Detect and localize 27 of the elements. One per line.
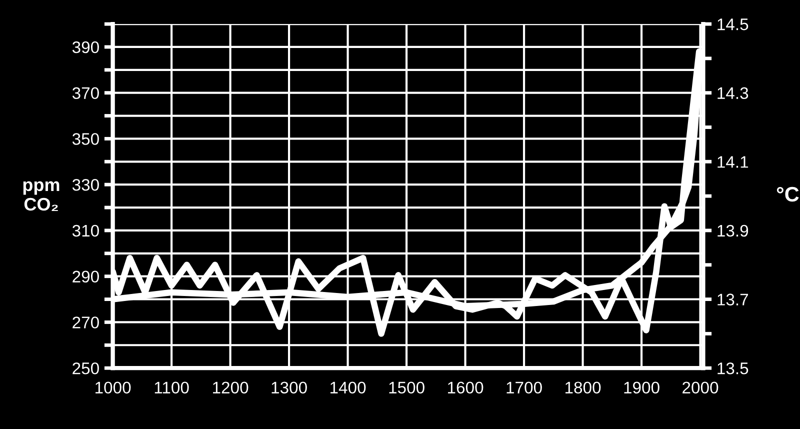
x-tick-label: 1100 [154,382,189,394]
y-tick-label: 350 [72,133,99,145]
x-tick-label: 1300 [272,382,307,394]
y-tick-label: 310 [72,224,99,237]
y-tick-label: 370 [72,87,99,100]
y-tick-label: 270 [72,316,99,328]
y2-tick-label: 13.9 [718,224,748,237]
y-tick-label: 330 [72,178,99,191]
y-tick-label: 290 [72,270,99,283]
y-tick-label: 250 [72,362,99,374]
x-tick-label: 1800 [566,382,601,394]
x-tick-label: 1400 [330,382,366,394]
x-tick-label: 1500 [389,382,424,394]
y2-tick-label: 13.5 [718,362,748,374]
y2-tick-label: 14.1 [718,156,748,168]
y2-tick-label: 14.5 [718,18,748,30]
y2-tick-label: 14.3 [718,87,748,100]
y2-tick-label: 13.7 [718,294,748,306]
x-tick-label: 2000 [682,382,718,394]
x-tick-label: 1200 [213,382,248,394]
y2-axis-title: °C [776,186,799,202]
x-tick-label: 1900 [624,382,660,394]
y-axis-title: ppm CO₂ [23,181,60,212]
y-tick-label: 390 [72,41,99,54]
x-tick-label: 1700 [506,382,542,394]
x-tick-label: 1000 [96,382,131,394]
x-tick-label: 1600 [448,382,484,394]
